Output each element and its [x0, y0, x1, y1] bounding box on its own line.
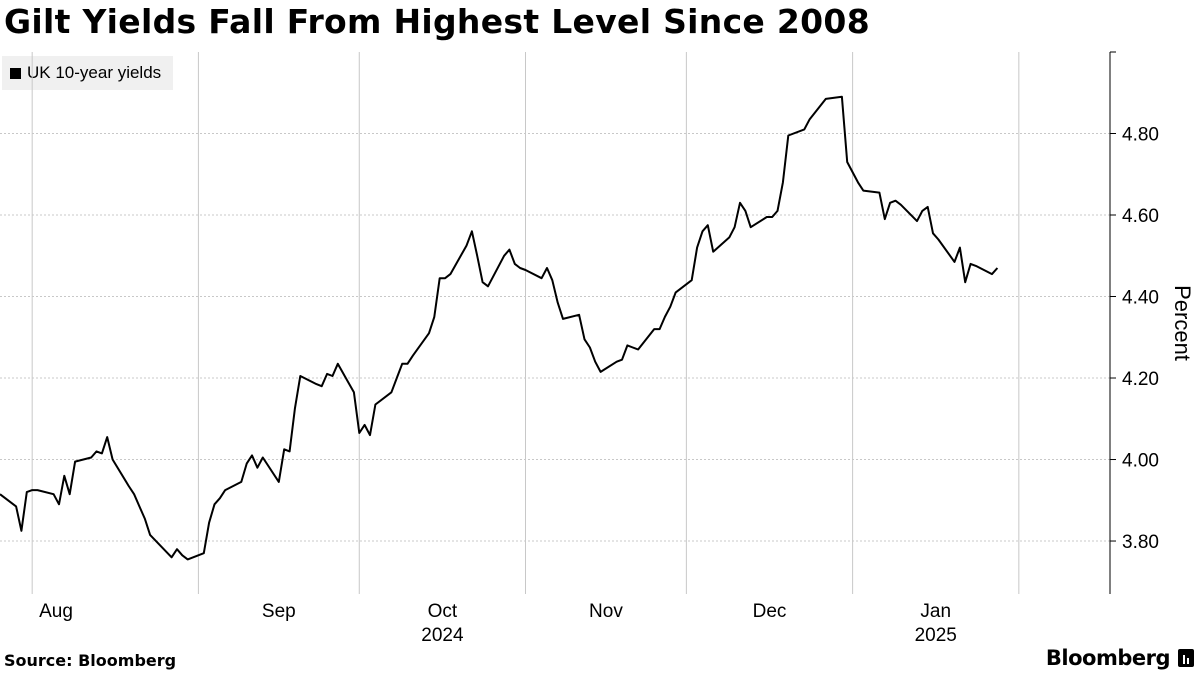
y-axis-title: Percent — [1170, 285, 1195, 361]
y-tick-label: 3.80 — [1122, 532, 1159, 553]
y-tick-label: 4.80 — [1122, 125, 1159, 146]
legend-label: UK 10-year yields — [27, 63, 162, 82]
year-label: 2025 — [915, 625, 957, 646]
bloomberg-terminal-icon — [1178, 649, 1194, 667]
x-tick-label: Jan — [920, 601, 951, 622]
x-tick-label: Nov — [589, 601, 623, 622]
brand-logo: Bloomberg — [1046, 646, 1194, 670]
y-tick-label: 4.60 — [1122, 206, 1159, 227]
x-tick-label: Sep — [262, 601, 296, 622]
year-label: 2024 — [421, 625, 464, 646]
y-tick-label: 4.20 — [1122, 369, 1159, 390]
legend-swatch-icon — [10, 67, 21, 79]
brand-name: Bloomberg — [1045, 646, 1171, 670]
chart-legend: UK 10-year yields — [2, 56, 174, 90]
series-line-uk-10-year-yields — [0, 95, 999, 561]
page-title: Gilt Yields Fall From Highest Level Sinc… — [4, 2, 870, 41]
x-tick-label: Dec — [753, 601, 787, 622]
y-tick-label: 4.00 — [1122, 451, 1159, 472]
x-tick-label: Oct — [428, 601, 458, 622]
source-note: Source: Bloomberg — [4, 651, 177, 670]
x-tick-label: Aug — [39, 601, 73, 622]
y-tick-label: 4.40 — [1122, 288, 1159, 309]
